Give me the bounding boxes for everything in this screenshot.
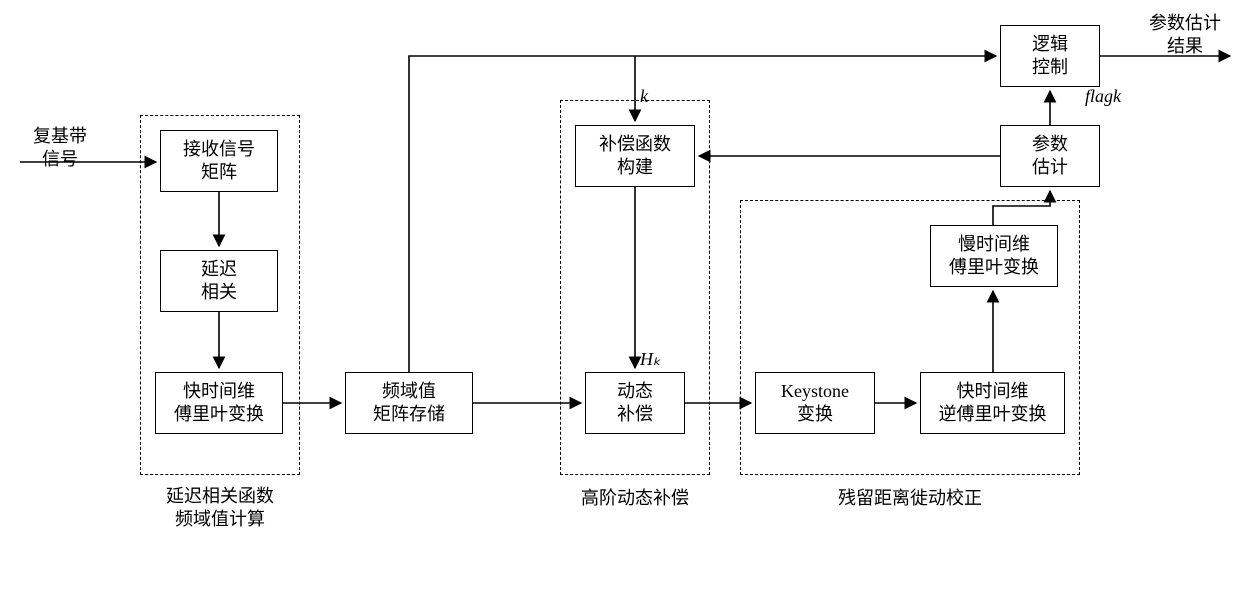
box-logic-control: 逻辑控制 [1000, 25, 1100, 87]
box-dynamic-compensation: 动态补偿 [585, 372, 685, 434]
flagk-label: flagk [1085, 85, 1121, 108]
box-parameter-estimation: 参数估计 [1000, 125, 1100, 187]
group2-caption: 高阶动态补偿 [560, 487, 710, 510]
group3-caption: 残留距离徙动校正 [740, 487, 1080, 510]
input-label: 复基带信号 [20, 125, 100, 170]
box-slow-time-ft: 慢时间维傅里叶变换 [930, 225, 1058, 287]
box-delay-correlation: 延迟相关 [160, 250, 278, 312]
group1-caption: 延迟相关函数频域值计算 [140, 485, 300, 530]
box-keystone-transform: Keystone变换 [755, 372, 875, 434]
box-compensation-fn-build: 补偿函数构建 [575, 125, 695, 187]
box-freq-matrix-store: 频域值矩阵存储 [345, 372, 473, 434]
box-receive-signal-matrix: 接收信号矩阵 [160, 130, 278, 192]
k-label: k [640, 85, 648, 108]
hk-label: Hₖ [640, 348, 661, 371]
box-fast-time-ft: 快时间维傅里叶变换 [155, 372, 283, 434]
output-label: 参数估计结果 [1140, 12, 1230, 57]
box-fast-time-ift: 快时间维逆傅里叶变换 [920, 372, 1065, 434]
